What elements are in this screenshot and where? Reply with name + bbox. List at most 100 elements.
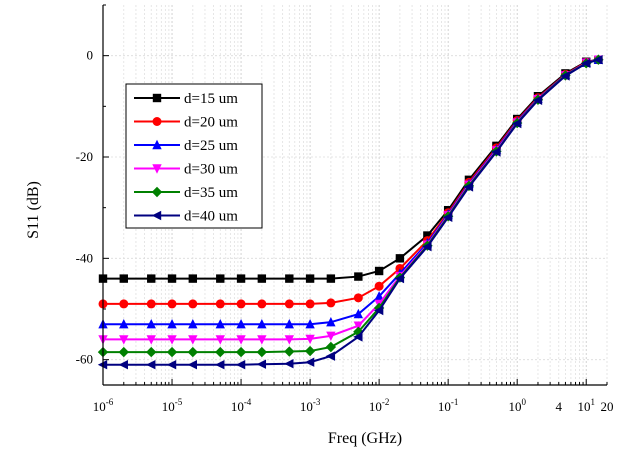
data-point-series-4 xyxy=(236,335,246,345)
data-point-series-5 xyxy=(325,341,337,353)
data-point-series-6 xyxy=(511,118,522,129)
data-point-series-1 xyxy=(147,274,156,283)
data-point-series-2 xyxy=(284,299,294,309)
data-point-series-3 xyxy=(119,319,129,329)
data-point-series-3 xyxy=(167,319,177,329)
data-point-series-3 xyxy=(257,319,267,329)
data-point-series-4 xyxy=(215,335,225,345)
data-point-series-6 xyxy=(581,58,591,68)
data-point-series-1 xyxy=(354,272,363,281)
data-point-series-2 xyxy=(236,299,246,309)
data-point-series-6 xyxy=(463,182,474,192)
data-point-series-6 xyxy=(353,332,363,342)
data-point-series-5 xyxy=(215,346,226,358)
data-point-series-1 xyxy=(423,231,432,240)
legend-marker-3 xyxy=(152,139,162,150)
data-point-series-4 xyxy=(188,335,198,345)
legend-marker-5 xyxy=(151,186,163,198)
axes xyxy=(102,4,608,386)
data-point-series-3 xyxy=(215,319,225,329)
data-point-series-6 xyxy=(394,273,405,284)
data-point-series-4 xyxy=(257,335,267,345)
data-point-series-5 xyxy=(304,345,316,357)
legend-box xyxy=(125,83,263,229)
data-point-series-6 xyxy=(235,360,246,370)
x-tick-label: 4 xyxy=(555,399,562,414)
data-point-series-2 xyxy=(374,281,384,291)
data-point-series-6 xyxy=(422,241,432,252)
data-point-series-5 xyxy=(166,346,178,358)
data-point-series-2 xyxy=(305,299,315,309)
y-axis-title: S11 (dB) xyxy=(25,181,42,239)
data-point-series-3 xyxy=(374,291,384,301)
data-point-series-5 xyxy=(284,346,295,357)
x-tick-label: 10-5 xyxy=(162,397,183,414)
x-tick-label: 10-6 xyxy=(93,397,114,414)
data-point-series-6 xyxy=(442,212,453,222)
legend-label-2: d=20 um xyxy=(184,115,238,131)
legend-label-5: d=35 um xyxy=(184,185,238,201)
legend-marker-4 xyxy=(152,164,162,174)
legend-label-1: d=15 um xyxy=(184,91,238,107)
data-point-series-2 xyxy=(167,299,177,309)
x-axis-title: Freq (GHz) xyxy=(328,430,402,447)
data-point-series-3 xyxy=(188,319,198,329)
x-tick-label: 20 xyxy=(601,399,614,414)
data-point-series-3 xyxy=(284,319,295,329)
data-point-series-6 xyxy=(187,360,198,370)
data-point-series-1 xyxy=(257,274,267,283)
data-point-series-1 xyxy=(167,274,177,283)
data-point-series-2 xyxy=(119,299,129,309)
y-tick-label: 0 xyxy=(87,48,94,63)
tick-labels: 0 -20 -40 -60 10-6 10-5 10-4 10-3 10-2 10-1 100 4 10… xyxy=(76,48,614,414)
data-point-series-3 xyxy=(305,319,315,329)
data-point-series-6 xyxy=(491,147,501,157)
data-point-series-3 xyxy=(326,316,336,327)
data-point-series-6 xyxy=(593,55,603,65)
data-point-series-1 xyxy=(326,274,336,283)
legend-marker-1 xyxy=(152,93,162,103)
data-point-series-3 xyxy=(236,319,246,329)
data-point-series-4 xyxy=(167,335,177,345)
data-point-series-6 xyxy=(118,360,128,370)
x-tick-label: 10-2 xyxy=(369,397,390,414)
data-point-series-2 xyxy=(326,298,336,308)
data-point-series-1 xyxy=(119,274,128,283)
data-point-series-6 xyxy=(532,95,543,105)
legend-marker-2 xyxy=(152,117,162,126)
data-point-series-4 xyxy=(146,335,156,345)
data-point-series-1 xyxy=(188,274,198,283)
data-point-series-1 xyxy=(216,274,225,283)
data-point-series-4 xyxy=(326,331,336,342)
data-point-series-5 xyxy=(187,346,199,358)
data-point-series-4 xyxy=(305,334,315,345)
data-point-series-5 xyxy=(256,346,268,358)
data-point-series-2 xyxy=(215,299,225,309)
data-point-series-2 xyxy=(188,299,198,309)
data-point-series-6 xyxy=(256,359,267,369)
legend: d=15 um d=20 um d=25 um d=30 um d=35 um d=40 … xyxy=(125,83,263,229)
series-lines xyxy=(97,54,604,370)
data-point-series-6 xyxy=(146,360,156,370)
x-tick-label: 101 xyxy=(577,397,595,414)
legend-label-4: d=30 um xyxy=(184,162,238,178)
data-point-series-1 xyxy=(305,274,315,283)
x-tick-label: 10-4 xyxy=(231,397,252,414)
x-tick-label: 100 xyxy=(508,397,526,414)
data-point-series-4 xyxy=(353,321,364,331)
data-point-series-1 xyxy=(374,266,384,276)
data-point-series-2 xyxy=(353,293,363,303)
data-point-series-6 xyxy=(325,351,336,361)
data-point-series-6 xyxy=(166,360,177,370)
data-point-series-3 xyxy=(146,319,156,329)
data-point-series-6 xyxy=(284,359,294,369)
data-point-series-6 xyxy=(373,305,384,316)
y-tick-label: -40 xyxy=(76,250,93,265)
data-point-series-5 xyxy=(146,346,157,358)
data-point-series-6 xyxy=(215,360,225,370)
x-tick-label: 10-3 xyxy=(300,397,321,414)
y-tick-label: -20 xyxy=(76,149,93,164)
data-point-series-3 xyxy=(353,308,364,319)
data-point-series-5 xyxy=(235,346,247,358)
